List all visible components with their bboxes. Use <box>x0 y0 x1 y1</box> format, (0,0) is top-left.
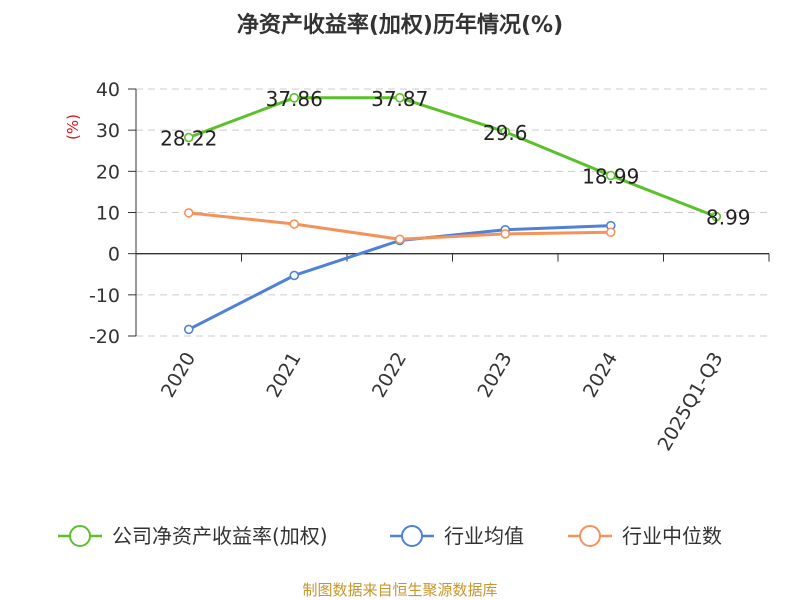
grid <box>136 88 769 337</box>
data-point <box>289 270 300 281</box>
legend-item-0[interactable]: 公司净资产收益率(加权) <box>58 524 328 548</box>
series-layer <box>183 92 722 335</box>
legend-item-1[interactable]: 行业均值 <box>390 524 524 548</box>
series-line-0 <box>188 96 717 219</box>
y-tick-label: 10 <box>96 203 120 225</box>
legend-label: 公司净资产收益率(加权) <box>112 524 328 548</box>
legend-label: 行业均值 <box>444 524 524 548</box>
data-point <box>500 229 511 239</box>
data-point <box>289 93 300 103</box>
data-point <box>394 234 405 245</box>
legend: 公司净资产收益率(加权) 行业均值 行业中位数 <box>58 524 722 548</box>
legend-label: 行业中位数 <box>622 524 722 548</box>
source-note: 制图数据来自恒生聚源数据库 <box>302 581 497 599</box>
x-tick-label: 2025Q1-Q3 <box>654 349 728 455</box>
data-labels: 28.22 37.86 37.87 29.6 18.99 8.99 <box>160 87 750 230</box>
y-tick-label: -10 <box>89 285 120 307</box>
data-point <box>605 170 616 181</box>
data-label: 28.22 <box>160 126 217 150</box>
legend-item-2[interactable]: 行业中位数 <box>568 524 722 548</box>
data-point <box>183 208 194 218</box>
y-tick-label: -20 <box>89 326 120 348</box>
x-tick-label: 2021 <box>262 349 305 402</box>
x-tick-label: 2020 <box>157 349 200 402</box>
y-axis-label: (%) <box>64 114 82 140</box>
data-point <box>183 132 194 143</box>
chart-title: 净资产收益率(加权)历年情况(%) <box>237 12 563 38</box>
data-point <box>183 324 194 335</box>
x-tick-label: 2024 <box>579 349 622 402</box>
y-tick-label: 20 <box>96 161 120 183</box>
data-label: 8.99 <box>706 206 751 230</box>
data-point <box>605 227 616 238</box>
x-tick-label: 2022 <box>368 349 411 402</box>
data-label: 37.87 <box>371 87 428 111</box>
data-point <box>394 92 405 103</box>
x-tick-label: 2023 <box>473 349 516 402</box>
data-label: 37.86 <box>266 87 323 111</box>
y-tick-label: 0 <box>108 244 120 266</box>
data-point <box>711 211 722 222</box>
data-point <box>289 219 300 229</box>
legend-swatch-marker <box>579 525 601 547</box>
legend-swatch-marker <box>69 525 91 547</box>
data-label: 29.6 <box>483 121 528 145</box>
data-label: 18.99 <box>582 164 639 188</box>
legend-swatch-marker <box>401 525 423 547</box>
y-tick-label: 40 <box>96 79 120 101</box>
data-point <box>500 127 511 137</box>
y-tick-label: 30 <box>96 120 120 142</box>
